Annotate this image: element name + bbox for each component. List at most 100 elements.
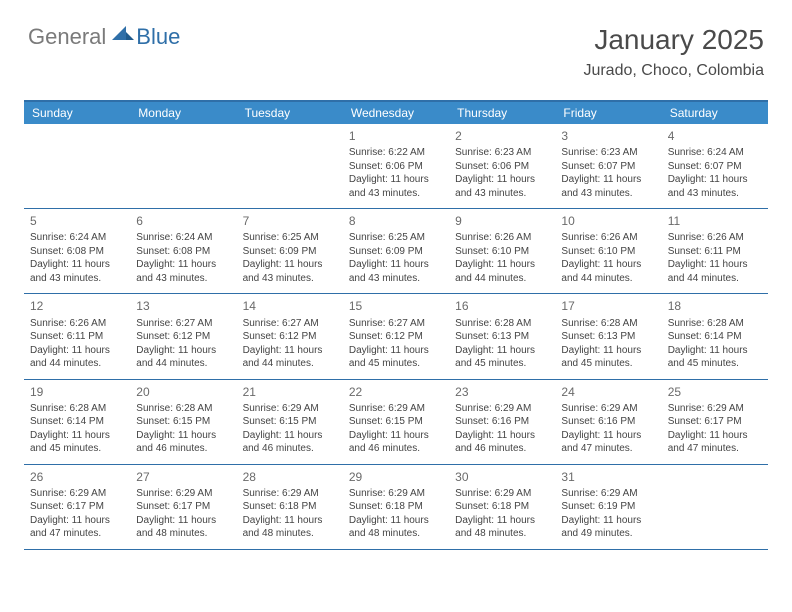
- sunrise-line: Sunrise: 6:29 AM: [136, 487, 230, 501]
- day-number: 2: [455, 128, 549, 144]
- daylight-line: Daylight: 11 hours and 47 minutes.: [561, 429, 655, 456]
- calendar-week: 26Sunrise: 6:29 AMSunset: 6:17 PMDayligh…: [24, 465, 768, 550]
- sunrise-line: Sunrise: 6:28 AM: [136, 402, 230, 416]
- sunrise-line: Sunrise: 6:27 AM: [243, 317, 337, 331]
- sunrise-line: Sunrise: 6:28 AM: [30, 402, 124, 416]
- day-number: 7: [243, 213, 337, 229]
- day-number: 23: [455, 384, 549, 400]
- sunset-line: Sunset: 6:09 PM: [349, 245, 443, 259]
- daylight-line: Daylight: 11 hours and 45 minutes.: [30, 429, 124, 456]
- calendar-week: 1Sunrise: 6:22 AMSunset: 6:06 PMDaylight…: [24, 124, 768, 209]
- sunrise-line: Sunrise: 6:26 AM: [455, 231, 549, 245]
- sunrise-line: Sunrise: 6:29 AM: [243, 402, 337, 416]
- day-number: 9: [455, 213, 549, 229]
- weekday-monday: Monday: [130, 102, 236, 124]
- sunrise-line: Sunrise: 6:25 AM: [349, 231, 443, 245]
- day-number: 17: [561, 298, 655, 314]
- weekday-wednesday: Wednesday: [343, 102, 449, 124]
- daylight-line: Daylight: 11 hours and 45 minutes.: [561, 344, 655, 371]
- sunrise-line: Sunrise: 6:25 AM: [243, 231, 337, 245]
- day-number: 26: [30, 469, 124, 485]
- sunset-line: Sunset: 6:19 PM: [561, 500, 655, 514]
- daylight-line: Daylight: 11 hours and 46 minutes.: [136, 429, 230, 456]
- logo: General Blue: [28, 24, 180, 50]
- calendar-day: 17 Sunrise: 6:28 AMSunset: 6:13 PMDayligh…: [555, 294, 661, 378]
- daylight-line: Daylight: 11 hours and 44 minutes.: [561, 258, 655, 285]
- sunrise-line: Sunrise: 6:28 AM: [561, 317, 655, 331]
- daylight-line: Daylight: 11 hours and 43 minutes.: [349, 258, 443, 285]
- day-number: 20: [136, 384, 230, 400]
- calendar-day: 22Sunrise: 6:29 AMSunset: 6:15 PMDayligh…: [343, 380, 449, 464]
- sunset-line: Sunset: 6:08 PM: [30, 245, 124, 259]
- sunrise-line: Sunrise: 6:24 AM: [668, 146, 762, 160]
- sunrise-line: Sunrise: 6:29 AM: [561, 402, 655, 416]
- day-number: 18: [668, 298, 762, 314]
- daylight-line: Daylight: 11 hours and 44 minutes.: [136, 344, 230, 371]
- daylight-line: Daylight: 11 hours and 43 minutes.: [349, 173, 443, 200]
- day-number: 29: [349, 469, 443, 485]
- daylight-line: Daylight: 11 hours and 43 minutes.: [136, 258, 230, 285]
- calendar-day: 9Sunrise: 6:26 AMSunset: 6:10 PMDaylight…: [449, 209, 555, 293]
- calendar-week: 5Sunrise: 6:24 AMSunset: 6:08 PMDaylight…: [24, 209, 768, 294]
- day-number: 13: [136, 298, 230, 314]
- daylight-line: Daylight: 11 hours and 48 minutes.: [136, 514, 230, 541]
- weekday-sunday: Sunday: [24, 102, 130, 124]
- sunset-line: Sunset: 6:14 PM: [30, 415, 124, 429]
- sunset-line: Sunset: 6:13 PM: [561, 330, 655, 344]
- day-number: 10: [561, 213, 655, 229]
- calendar-weeks: 1Sunrise: 6:22 AMSunset: 6:06 PMDaylight…: [24, 124, 768, 550]
- sunrise-line: Sunrise: 6:24 AM: [136, 231, 230, 245]
- sunset-line: Sunset: 6:18 PM: [349, 500, 443, 514]
- daylight-line: Daylight: 11 hours and 43 minutes.: [455, 173, 549, 200]
- daylight-line: Daylight: 11 hours and 44 minutes.: [455, 258, 549, 285]
- sunset-line: Sunset: 6:16 PM: [455, 415, 549, 429]
- day-number: 27: [136, 469, 230, 485]
- day-number: 25: [668, 384, 762, 400]
- sunset-line: Sunset: 6:11 PM: [30, 330, 124, 344]
- day-number: 12: [30, 298, 124, 314]
- calendar-day: 1Sunrise: 6:22 AMSunset: 6:06 PMDaylight…: [343, 124, 449, 208]
- sunrise-line: Sunrise: 6:26 AM: [30, 317, 124, 331]
- day-number: 24: [561, 384, 655, 400]
- calendar-day: 19Sunrise: 6:28 AMSunset: 6:14 PMDayligh…: [24, 380, 130, 464]
- day-number: 14: [243, 298, 337, 314]
- sunrise-line: Sunrise: 6:29 AM: [30, 487, 124, 501]
- sunset-line: Sunset: 6:12 PM: [136, 330, 230, 344]
- sunrise-line: Sunrise: 6:27 AM: [136, 317, 230, 331]
- day-number: 28: [243, 469, 337, 485]
- calendar-day: [237, 124, 343, 208]
- daylight-line: Daylight: 11 hours and 48 minutes.: [455, 514, 549, 541]
- daylight-line: Daylight: 11 hours and 43 minutes.: [668, 173, 762, 200]
- sunrise-line: Sunrise: 6:29 AM: [561, 487, 655, 501]
- calendar-week: 19Sunrise: 6:28 AMSunset: 6:14 PMDayligh…: [24, 380, 768, 465]
- calendar-day: 23Sunrise: 6:29 AMSunset: 6:16 PMDayligh…: [449, 380, 555, 464]
- weekday-friday: Friday: [555, 102, 661, 124]
- calendar-day: 6Sunrise: 6:24 AMSunset: 6:08 PMDaylight…: [130, 209, 236, 293]
- calendar-day: 8 Sunrise: 6:25 AMSunset: 6:09 PMDaylight…: [343, 209, 449, 293]
- month-title: January 2025: [583, 24, 764, 56]
- logo-text-general: General: [28, 24, 106, 50]
- sunset-line: Sunset: 6:09 PM: [243, 245, 337, 259]
- day-number: 8: [349, 213, 443, 229]
- daylight-line: Daylight: 11 hours and 49 minutes.: [561, 514, 655, 541]
- daylight-line: Daylight: 11 hours and 47 minutes.: [30, 514, 124, 541]
- calendar-day: 15Sunrise: 6:27 AMSunset: 6:12 PMDayligh…: [343, 294, 449, 378]
- logo-text-blue: Blue: [136, 24, 180, 50]
- calendar-day: 24Sunrise: 6:29 AMSunset: 6:16 PMDayligh…: [555, 380, 661, 464]
- daylight-line: Daylight: 11 hours and 43 minutes.: [243, 258, 337, 285]
- daylight-line: Daylight: 11 hours and 44 minutes.: [668, 258, 762, 285]
- daylight-line: Daylight: 11 hours and 44 minutes.: [30, 344, 124, 371]
- sunrise-line: Sunrise: 6:26 AM: [668, 231, 762, 245]
- day-number: 31: [561, 469, 655, 485]
- calendar-day: 3Sunrise: 6:23 AMSunset: 6:07 PMDaylight…: [555, 124, 661, 208]
- calendar: SundayMondayTuesdayWednesdayThursdayFrid…: [24, 100, 768, 550]
- weekday-thursday: Thursday: [449, 102, 555, 124]
- calendar-day: 10Sunrise: 6:26 AMSunset: 6:10 PMDayligh…: [555, 209, 661, 293]
- calendar-day: 18Sunrise: 6:28 AMSunset: 6:14 PMDayligh…: [662, 294, 768, 378]
- sunrise-line: Sunrise: 6:29 AM: [243, 487, 337, 501]
- title-block: January 2025 Jurado, Choco, Colombia: [583, 24, 764, 80]
- calendar-day: 11Sunrise: 6:26 AMSunset: 6:11 PMDayligh…: [662, 209, 768, 293]
- day-number: 1: [349, 128, 443, 144]
- calendar-day: [24, 124, 130, 208]
- daylight-line: Daylight: 11 hours and 46 minutes.: [243, 429, 337, 456]
